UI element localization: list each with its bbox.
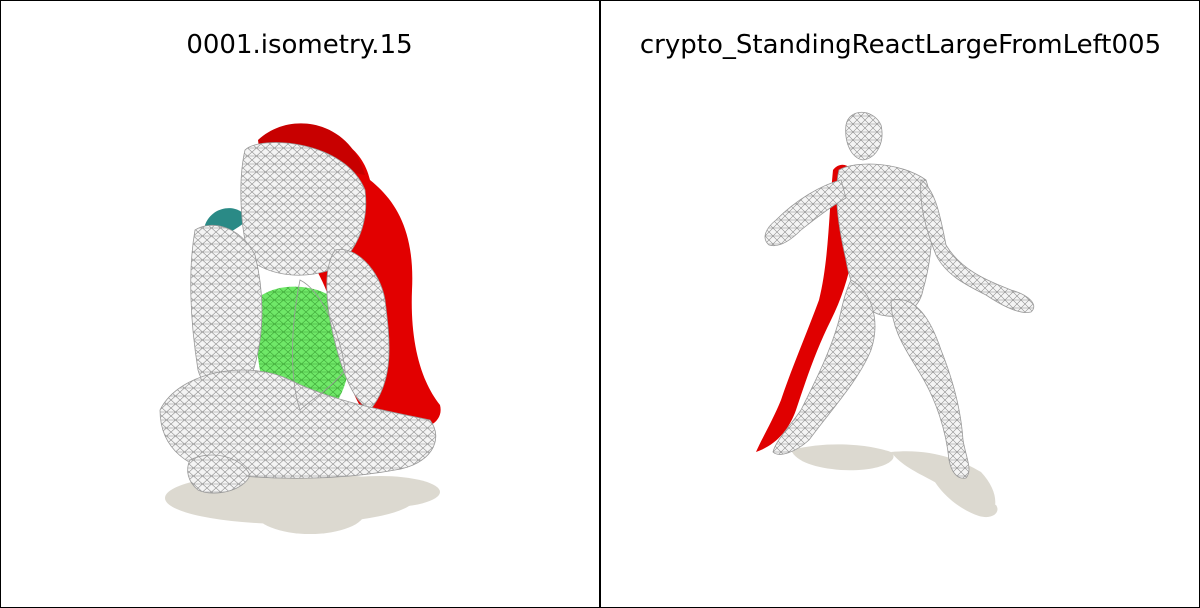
left-panel: 0001.isometry.15 [0, 0, 599, 608]
left-render-viewport [0, 80, 599, 600]
wireframe-mesh-body [159, 142, 437, 494]
right-panel: crypto_StandingReactLargeFromLeft005 [601, 0, 1200, 608]
wireframe-mesh-body [764, 111, 1035, 479]
standing-figure-render [756, 111, 1035, 518]
panel-divider [599, 0, 601, 608]
crouching-figure-render [159, 123, 441, 534]
right-render-viewport [601, 80, 1200, 600]
left-panel-title: 0001.isometry.15 [186, 30, 413, 60]
right-panel-title: crypto_StandingReactLargeFromLeft005 [639, 30, 1162, 60]
